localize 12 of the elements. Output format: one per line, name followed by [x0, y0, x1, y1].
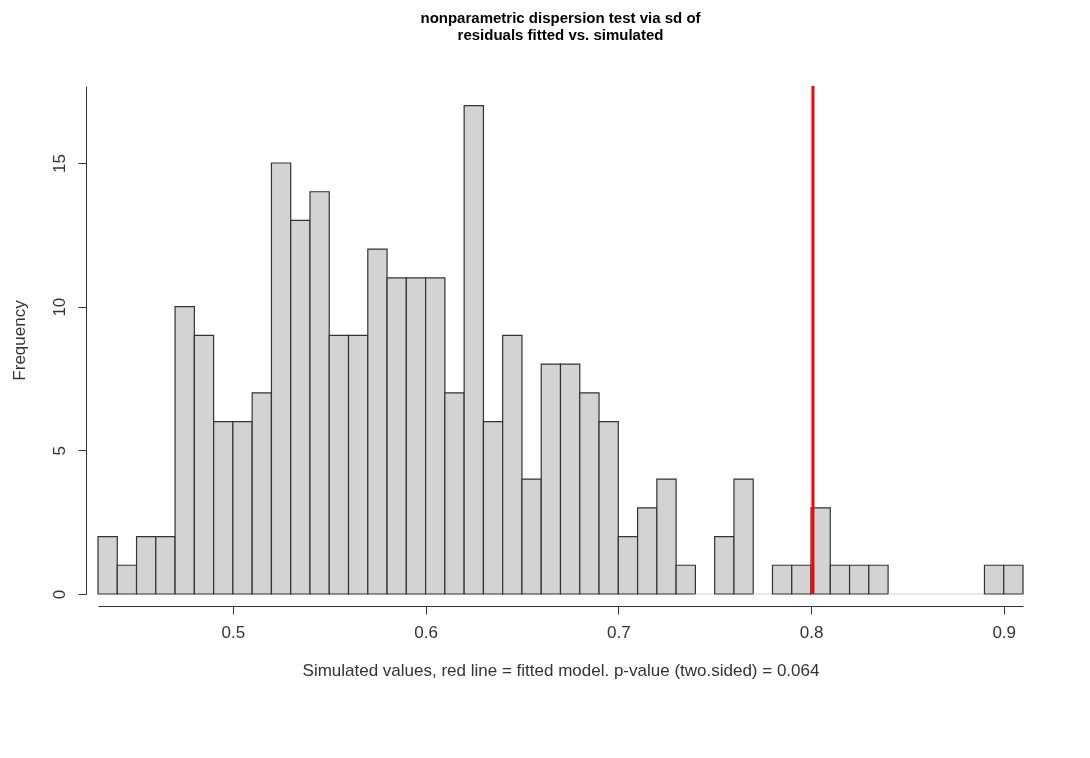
- x-tick-label: 0.6: [414, 622, 438, 642]
- y-tick-label: 0: [49, 589, 69, 600]
- x-tick-label: 0.8: [799, 622, 824, 642]
- x-tick-label: 0.5: [221, 622, 246, 642]
- y-axis-title: Frequency: [9, 299, 29, 381]
- y-tick-label: 5: [49, 446, 69, 456]
- y-tick-label: 15: [49, 154, 69, 173]
- x-tick-label: 0.9: [992, 622, 1017, 642]
- chart-title: nonparametric dispersion test via sd of residuals fitted vs. simulated: [420, 8, 702, 43]
- x-axis-title: Simulated values, red line = fitted model. p-value (two.sided) = 0.064: [302, 660, 820, 680]
- y-tick-label: 10: [49, 297, 69, 317]
- x-tick-label: 0.7: [606, 622, 631, 642]
